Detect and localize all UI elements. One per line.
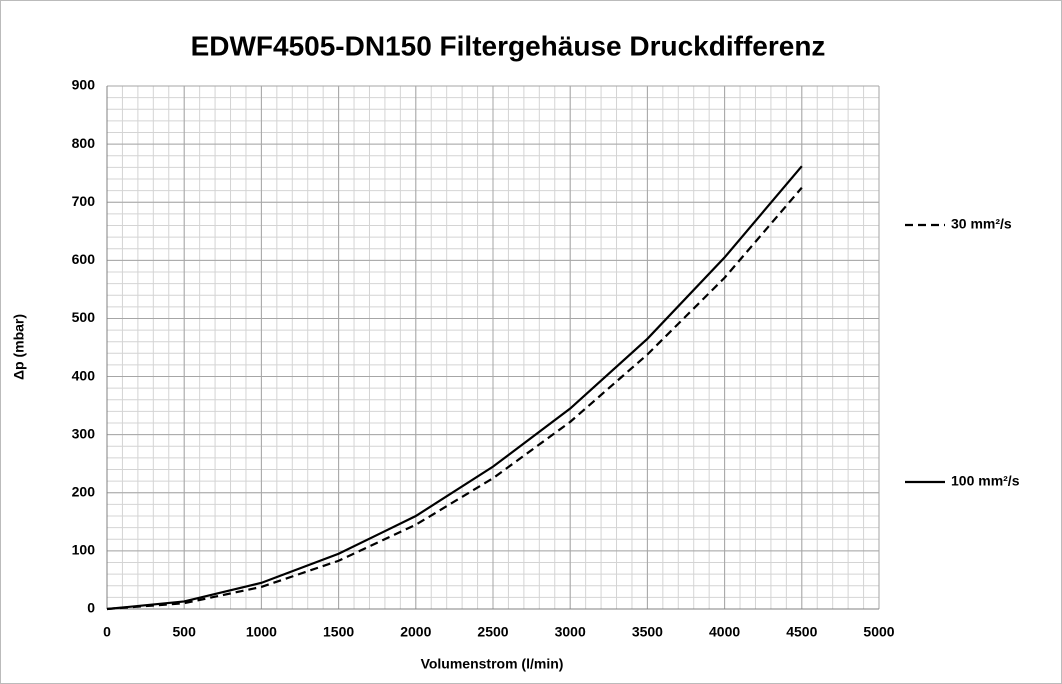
x-tick-label: 2000 bbox=[400, 624, 431, 640]
chart-title: EDWF4505-DN150 Filtergehäuse Druckdiffer… bbox=[191, 30, 826, 61]
y-tick-label: 200 bbox=[72, 483, 96, 499]
x-axis-label: Volumenstrom (l/min) bbox=[421, 656, 564, 672]
y-tick-label: 500 bbox=[72, 309, 96, 325]
x-tick-label: 500 bbox=[173, 624, 197, 640]
y-tick-label: 0 bbox=[87, 600, 95, 616]
y-tick-label: 800 bbox=[72, 135, 96, 151]
x-tick-label: 2500 bbox=[477, 624, 508, 640]
data-line bbox=[106, 165, 803, 611]
y-tick-label: 900 bbox=[72, 77, 96, 93]
x-tick-label: 0 bbox=[103, 624, 111, 640]
y-tick-label: 300 bbox=[72, 425, 96, 441]
x-tick-label: 3500 bbox=[632, 624, 663, 640]
x-tick-label: 5000 bbox=[863, 624, 894, 640]
x-tick-label: 4500 bbox=[786, 624, 817, 640]
y-tick-label: 700 bbox=[72, 193, 96, 209]
x-tick-label: 3000 bbox=[555, 624, 586, 640]
legend-label: 100 mm²/s bbox=[951, 473, 1020, 489]
x-tick-label: 4000 bbox=[709, 624, 740, 640]
y-tick-label: 600 bbox=[72, 251, 96, 267]
data-line bbox=[106, 186, 803, 611]
legend-label: 30 mm²/s bbox=[951, 216, 1012, 232]
y-tick-label: 400 bbox=[72, 367, 96, 383]
y-tick-label: 100 bbox=[72, 542, 96, 558]
x-tick-label: 1500 bbox=[323, 624, 354, 640]
y-axis-label: Δp (mbar) bbox=[11, 314, 27, 380]
x-tick-label: 1000 bbox=[246, 624, 277, 640]
